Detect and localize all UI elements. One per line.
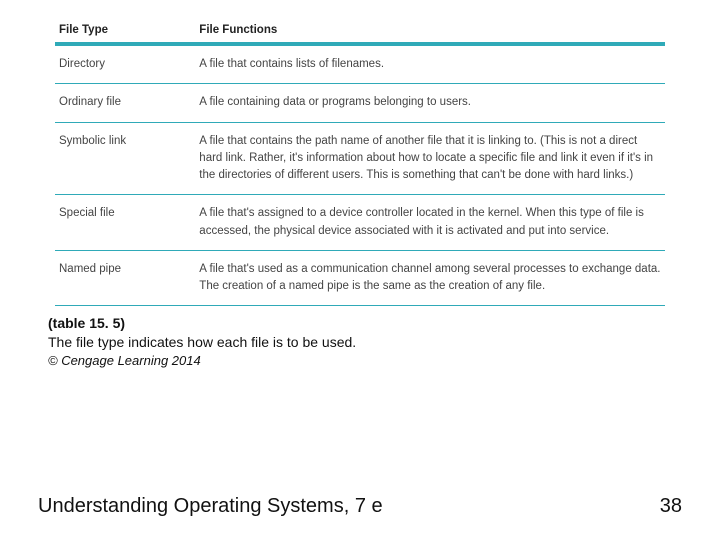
table-row: Named pipe A file that's used as a commu… — [55, 250, 665, 306]
table-header-row: File Type File Functions — [55, 18, 665, 44]
caption-reference: (table 15. 5) — [48, 314, 720, 333]
cell-file-function: A file that contains lists of filenames. — [195, 44, 665, 84]
cell-file-type: Symbolic link — [55, 122, 195, 195]
table-row: Ordinary file A file containing data or … — [55, 84, 665, 122]
slide-footer: Understanding Operating Systems, 7 e 38 — [0, 495, 720, 518]
cell-file-type: Special file — [55, 195, 195, 251]
cell-file-type: Named pipe — [55, 250, 195, 306]
column-header-file-type: File Type — [55, 18, 195, 44]
caption-copyright: © Cengage Learning 2014 — [48, 352, 720, 370]
footer-book-title: Understanding Operating Systems, 7 e — [38, 495, 383, 518]
file-types-table-container: File Type File Functions Directory A fil… — [0, 0, 720, 306]
table-row: Directory A file that contains lists of … — [55, 44, 665, 84]
cell-file-function: A file that's assigned to a device contr… — [195, 195, 665, 251]
footer-page-number: 38 — [660, 495, 682, 518]
table-caption: (table 15. 5) The file type indicates ho… — [0, 306, 720, 369]
cell-file-type: Directory — [55, 44, 195, 84]
file-types-table: File Type File Functions Directory A fil… — [55, 18, 665, 306]
caption-text: The file type indicates how each file is… — [48, 333, 720, 352]
column-header-file-functions: File Functions — [195, 18, 665, 44]
cell-file-function: A file that's used as a communication ch… — [195, 250, 665, 306]
cell-file-function: A file that contains the path name of an… — [195, 122, 665, 195]
table-row: Symbolic link A file that contains the p… — [55, 122, 665, 195]
cell-file-type: Ordinary file — [55, 84, 195, 122]
cell-file-function: A file containing data or programs belon… — [195, 84, 665, 122]
table-row: Special file A file that's assigned to a… — [55, 195, 665, 251]
